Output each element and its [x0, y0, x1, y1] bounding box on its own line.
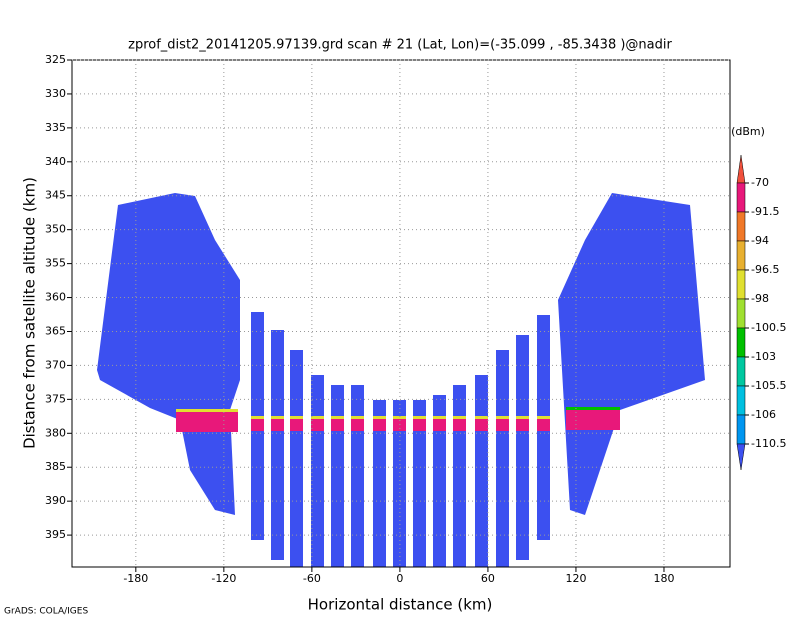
surface-edge: [373, 416, 386, 419]
chart-title: zprof_dist2_20141205.97139.grd scan # 21…: [128, 38, 672, 53]
surface-band: [453, 419, 466, 431]
surface-edge: [393, 416, 406, 419]
surface-band: [566, 410, 620, 430]
colorbar-label: -105.5: [751, 379, 786, 392]
swath-strip: [433, 395, 446, 567]
surface-band: [351, 419, 364, 431]
colorbar-segment: [736, 269, 746, 300]
surface-edge: [351, 416, 364, 419]
y-tick-label: 390: [45, 494, 66, 507]
y-tick-label: 365: [45, 324, 66, 337]
y-tick-label: 375: [45, 392, 66, 405]
surface-band: [537, 419, 550, 431]
y-tick-label: 330: [45, 87, 66, 100]
surface-band: [373, 419, 386, 431]
colorbar-label: -94: [751, 234, 769, 247]
colorbar-segment: [736, 182, 746, 213]
surface-edge: [537, 416, 550, 419]
y-tick-label: 335: [45, 121, 66, 134]
swath-right: [558, 193, 705, 515]
field: [97, 193, 705, 567]
surface-edge: [331, 416, 344, 419]
surface-edge: [271, 416, 284, 419]
x-axis-label: Horizontal distance (km): [308, 596, 493, 614]
colorbar-label: -110.5: [751, 437, 786, 450]
surface-band: [413, 419, 426, 431]
swath-strip: [516, 335, 529, 560]
colorbar-label: -98: [751, 292, 769, 305]
x-tick-label: 60: [481, 572, 495, 585]
surface-edge: [475, 416, 488, 419]
colorbar-segment: [736, 356, 746, 387]
colorbar-label: -91.5: [751, 205, 779, 218]
surface-edge: [496, 416, 509, 419]
swath-strip: [373, 400, 386, 567]
surface-band: [271, 419, 284, 431]
swath-left: [97, 193, 240, 515]
surface-band: [496, 419, 509, 431]
surface-edge: [311, 416, 324, 419]
surface-edge: [516, 416, 529, 419]
swath-strip: [475, 375, 488, 567]
surface-edge: [566, 407, 620, 410]
y-tick-label: 350: [45, 223, 66, 236]
colorbar-label: -103: [751, 350, 776, 363]
y-tick-label: 325: [45, 53, 66, 66]
x-tick-label: 180: [653, 572, 674, 585]
y-tick-label: 355: [45, 257, 66, 270]
swath-strip: [271, 330, 284, 560]
swath-strip: [331, 385, 344, 567]
colorbar-label: -100.5: [751, 321, 786, 334]
colorbar-label: (dBm): [731, 125, 765, 138]
colorbar-segment: [736, 211, 746, 242]
surface-edge: [453, 416, 466, 419]
swath-strip: [351, 385, 364, 567]
swath-strip: [393, 400, 406, 567]
swath-strip: [311, 375, 324, 567]
colorbar-label: -106: [751, 408, 776, 421]
colorbar-label: -70: [751, 176, 769, 189]
colorbar-cap: [736, 443, 746, 471]
x-tick-label: -180: [123, 572, 148, 585]
x-tick-label: 120: [565, 572, 586, 585]
y-tick-label: 360: [45, 291, 66, 304]
x-tick-label: 0: [396, 572, 403, 585]
y-tick-label: 385: [45, 460, 66, 473]
swath-strip: [413, 400, 426, 567]
surface-band: [311, 419, 324, 431]
colorbar-label: -96.5: [751, 263, 779, 276]
y-tick-label: 345: [45, 189, 66, 202]
surface-edge: [433, 416, 446, 419]
colorbar-segment: [736, 327, 746, 358]
surface-band: [290, 419, 303, 431]
surface-band: [433, 419, 446, 431]
swath-strip: [290, 350, 303, 567]
surface-edge: [290, 416, 303, 419]
y-axis-label: Distance from satellite altitude (km): [21, 177, 39, 449]
surface-band: [475, 419, 488, 431]
colorbar-cap: [736, 154, 746, 184]
x-tick-label: -120: [211, 572, 236, 585]
swath-strip: [496, 350, 509, 567]
colorbar-segment: [736, 240, 746, 271]
swath-strip: [453, 385, 466, 567]
surface-edge: [251, 416, 264, 419]
surface-band: [516, 419, 529, 431]
footer: GrADS: COLA/IGES: [4, 607, 88, 617]
surface-band: [176, 412, 238, 432]
y-tick-label: 340: [45, 155, 66, 168]
surface-band: [251, 419, 264, 431]
colorbar-segment: [736, 385, 746, 416]
y-tick-label: 370: [45, 358, 66, 371]
y-tick-label: 395: [45, 528, 66, 541]
colorbar-segment: [736, 298, 746, 329]
surface-edge: [413, 416, 426, 419]
colorbar-segment: [736, 414, 746, 445]
surface-band: [331, 419, 344, 431]
surface-edge: [176, 409, 238, 412]
y-tick-label: 380: [45, 426, 66, 439]
x-tick-label: -60: [303, 572, 321, 585]
